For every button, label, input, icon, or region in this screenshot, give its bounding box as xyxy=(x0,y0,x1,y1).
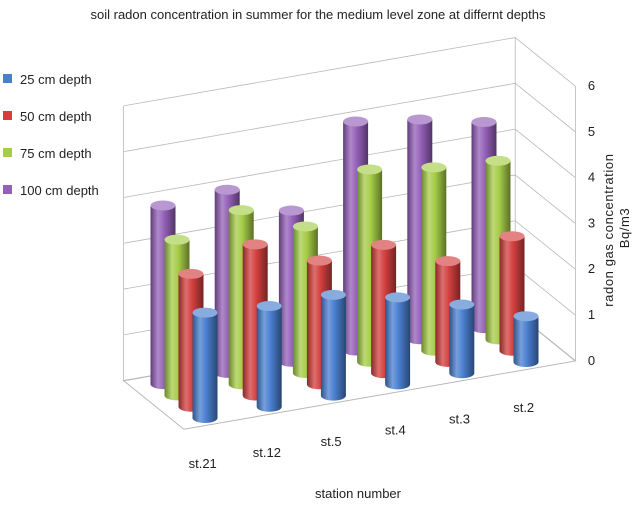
y-tick-label: 6 xyxy=(588,78,595,93)
legend-item: 25 cm depth xyxy=(3,72,92,87)
legend-swatch xyxy=(3,148,12,157)
category-label: st.5 xyxy=(321,434,342,449)
y-tick-label: 3 xyxy=(588,215,595,230)
y-axis-title-line-2: Bq/m3 xyxy=(617,208,632,249)
y-tick-label: 4 xyxy=(588,170,595,185)
chart-title: soil radon concentration in summer for t… xyxy=(91,7,547,22)
legend-item: 100 cm depth xyxy=(3,183,99,198)
y-tick-label: 5 xyxy=(588,124,595,139)
category-label: st.3 xyxy=(449,411,470,426)
bar xyxy=(513,311,539,367)
y-tick-label: 0 xyxy=(588,353,595,368)
bar xyxy=(449,299,475,379)
bar xyxy=(385,292,411,390)
y-tick-label: 1 xyxy=(588,307,595,322)
category-label: st.2 xyxy=(513,400,534,415)
bar xyxy=(256,301,282,412)
legend-item: 50 cm depth xyxy=(3,109,92,124)
legend-item: 75 cm depth xyxy=(3,146,92,161)
legend-label: 50 cm depth xyxy=(20,109,92,124)
y-axis-title-line-1: radon gas concentration xyxy=(601,153,616,306)
category-label: st.4 xyxy=(385,423,406,438)
gridline xyxy=(123,37,576,107)
legend-label: 75 cm depth xyxy=(20,146,92,161)
category-label: st.12 xyxy=(253,445,281,460)
legend-swatch xyxy=(3,185,12,194)
legend-swatch xyxy=(3,74,12,83)
legend-swatch xyxy=(3,111,12,120)
legend-label: 100 cm depth xyxy=(20,183,99,198)
y-axis-title: radon gas concentration Bq/m3 xyxy=(601,149,632,307)
bar xyxy=(320,289,346,401)
x-axis-title: station number xyxy=(315,486,402,501)
bar xyxy=(192,307,218,423)
legend-label: 25 cm depth xyxy=(20,72,92,87)
y-tick-label: 2 xyxy=(588,261,595,276)
category-label: st.21 xyxy=(189,456,217,471)
